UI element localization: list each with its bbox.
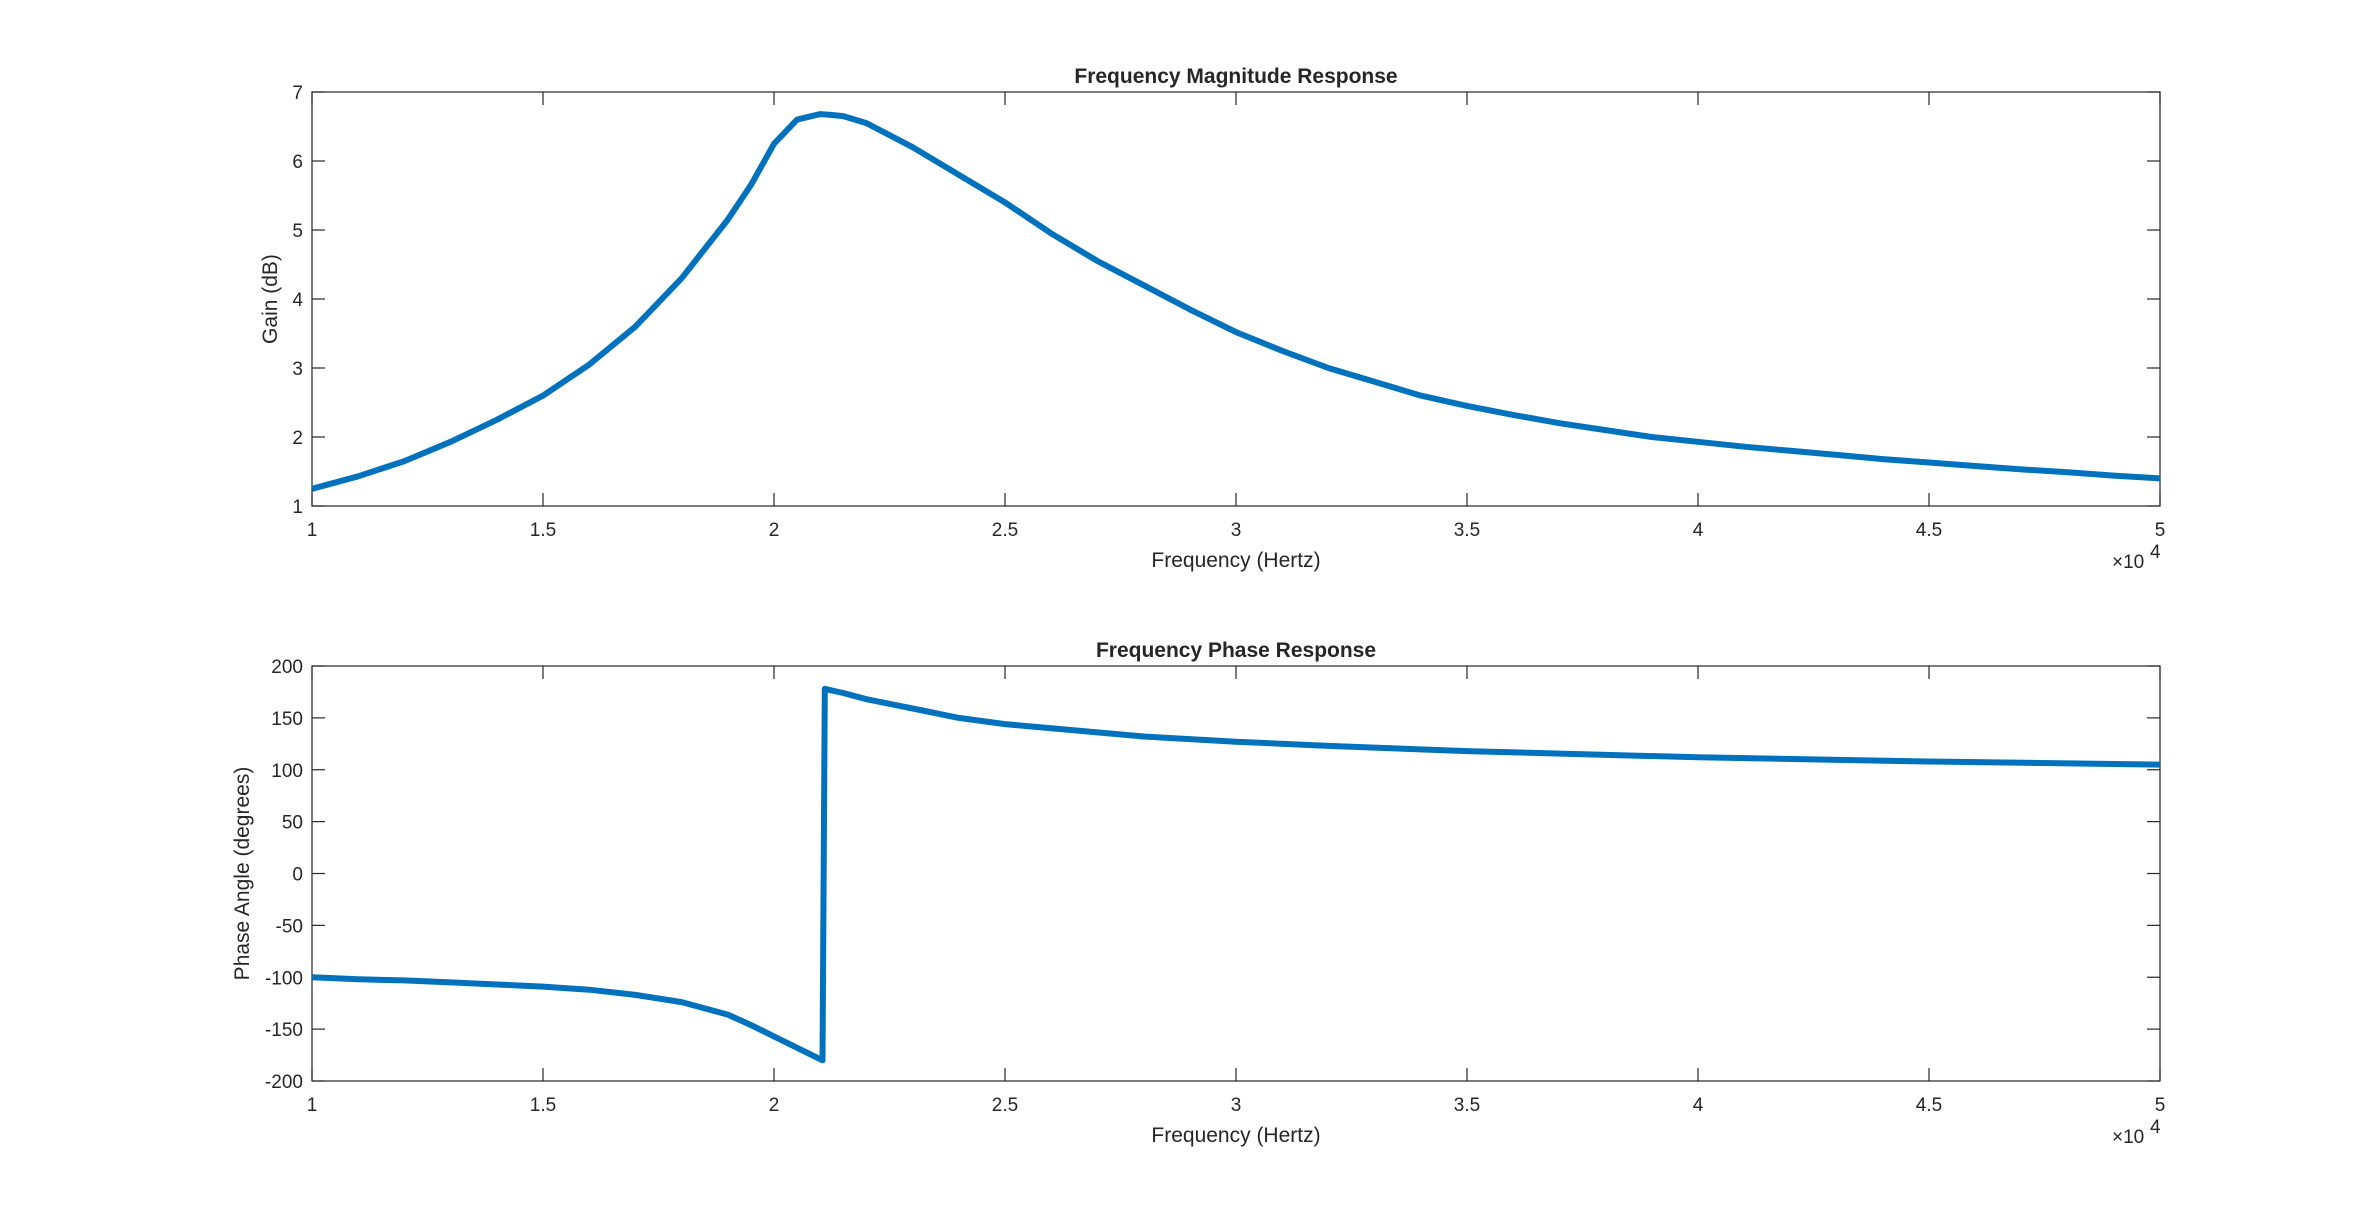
phase-y-tick-label: -200 xyxy=(265,1072,303,1093)
magnitude-y-tick-label: 2 xyxy=(292,428,303,449)
magnitude-x-tick-label: 2.5 xyxy=(992,520,1018,541)
magnitude-x-tick-label: 3.5 xyxy=(1454,520,1480,541)
phase-x-tick-label: 4 xyxy=(1693,1095,1704,1116)
phase-y-tick-label: -150 xyxy=(265,1020,303,1041)
phase-x-tick-label: 1 xyxy=(307,1095,318,1116)
magnitude-x-tick-label: 5 xyxy=(2155,520,2166,541)
magnitude-x-exponent-label: ×10 xyxy=(2112,552,2144,573)
phase-x-tick-label: 5 xyxy=(2155,1095,2166,1116)
phase-x-exponent-power: 4 xyxy=(2150,1117,2161,1138)
phase-x-axis-label: Frequency (Hertz) xyxy=(1151,1124,1320,1147)
phase-y-tick-label: 100 xyxy=(271,761,303,782)
magnitude-x-exponent-power: 4 xyxy=(2150,542,2161,563)
magnitude-y-axis-label: Gain (dB) xyxy=(259,254,282,344)
phase-y-axis-label: Phase Angle (degrees) xyxy=(231,767,254,981)
magnitude-y-tick-label: 3 xyxy=(292,359,303,380)
phase-response-plot: 1 1.5 2 2.5 3 3.5 4 4.5 5 -200 -150 -100 -50 0 50 100 15… xyxy=(231,639,2165,1148)
phase-x-tick-label: 1.5 xyxy=(530,1095,556,1116)
magnitude-series-line xyxy=(311,111,2161,492)
phase-x-tick-label: 4.5 xyxy=(1916,1095,1942,1116)
magnitude-y-tick-label: 6 xyxy=(292,152,303,173)
magnitude-axes-box xyxy=(311,91,2161,507)
phase-x-tick-label: 2.5 xyxy=(992,1095,1018,1116)
phase-x-exponent-label: ×10 xyxy=(2112,1127,2144,1148)
phase-axes-box xyxy=(311,665,2161,1082)
phase-y-tick-label: 150 xyxy=(271,709,303,730)
magnitude-x-tick-label: 3 xyxy=(1231,520,1242,541)
phase-y-tick-label: -100 xyxy=(265,968,303,989)
magnitude-chart-title: Frequency Magnitude Response xyxy=(1074,65,1397,88)
magnitude-y-tick-label: 7 xyxy=(292,83,303,104)
magnitude-x-tick-label: 2 xyxy=(769,520,780,541)
phase-chart-title: Frequency Phase Response xyxy=(1096,639,1376,662)
phase-y-tick-label: 200 xyxy=(271,657,303,678)
magnitude-x-tick-label: 1 xyxy=(307,520,318,541)
phase-x-tick-label: 3.5 xyxy=(1454,1095,1480,1116)
magnitude-y-tick-label: 5 xyxy=(292,221,303,242)
magnitude-x-tick-label: 4.5 xyxy=(1916,520,1942,541)
phase-x-tick-label: 2 xyxy=(769,1095,780,1116)
magnitude-y-tick-label: 1 xyxy=(292,497,303,518)
phase-x-tick-label: 3 xyxy=(1231,1095,1242,1116)
phase-series-line xyxy=(311,685,2161,1064)
phase-y-tick-label: -50 xyxy=(276,916,303,937)
phase-y-tick-label: 0 xyxy=(292,865,303,886)
phase-y-tick-label: 50 xyxy=(282,813,303,834)
magnitude-y-tick-label: 4 xyxy=(292,290,303,311)
magnitude-x-tick-label: 1.5 xyxy=(530,520,556,541)
magnitude-x-axis-label: Frequency (Hertz) xyxy=(1151,549,1320,572)
magnitude-x-tick-label: 4 xyxy=(1693,520,1704,541)
